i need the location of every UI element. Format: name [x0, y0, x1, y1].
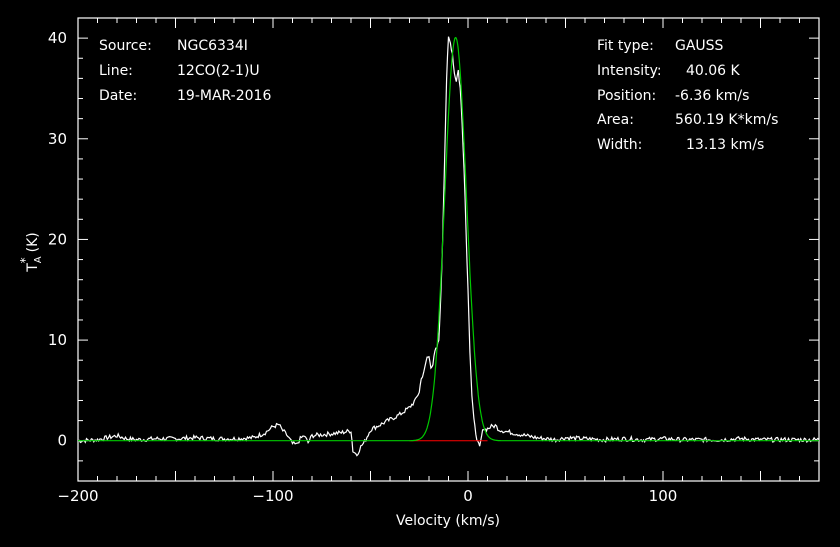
area-label: Area:	[597, 112, 634, 128]
y-tick-labels: 0 10 20 30 40	[48, 29, 67, 450]
fit-type-label: Fit type:	[597, 38, 654, 54]
position-value: -6.36 km/s	[675, 88, 749, 104]
fit-type-value: GAUSS	[675, 38, 724, 54]
x-tick-label: 100	[649, 487, 678, 505]
x-tick-label: −100	[252, 487, 293, 505]
intensity-value: 40.06 K	[686, 63, 741, 79]
width-label: Width:	[597, 137, 642, 153]
y-axis-label: TA* (K)	[18, 232, 44, 273]
y-axis-label-sup: *	[18, 257, 32, 263]
y-tick-label: 40	[48, 29, 67, 47]
y-axis-label-sub: A	[33, 256, 44, 263]
info-right: Fit type: GAUSS Intensity: 40.06 K Posit…	[597, 38, 778, 153]
line-label: Line:	[99, 63, 133, 79]
gauss-fit-line	[78, 36, 819, 442]
y-tick-label: 0	[57, 432, 67, 450]
position-label: Position:	[597, 88, 656, 104]
line-value: 12CO(2-1)U	[177, 63, 260, 79]
y-axis-label-base: T	[25, 263, 41, 273]
intensity-label: Intensity:	[597, 63, 662, 79]
spectrum-series-line	[77, 36, 820, 457]
width-value: 13.13 km/s	[686, 137, 764, 153]
x-tick-labels: −200 −100 0 100	[57, 487, 677, 505]
y-tick-label: 10	[48, 331, 67, 349]
y-tick-label: 30	[48, 130, 67, 148]
x-tick-label: −200	[57, 487, 98, 505]
x-axis-label: Velocity (km/s)	[396, 513, 500, 529]
source-value: NGC6334I	[177, 38, 248, 54]
y-axis-label-unit: (K)	[25, 232, 41, 252]
y-tick-label: 20	[48, 230, 67, 248]
x-tick-label: 0	[463, 487, 473, 505]
area-value: 560.19 K*km/s	[675, 112, 778, 128]
info-left: Source: NGC6334I Line: 12CO(2-1)U Date: …	[99, 38, 271, 104]
source-label: Source:	[99, 38, 152, 54]
date-label: Date:	[99, 88, 137, 104]
date-value: 19-MAR-2016	[177, 88, 271, 104]
